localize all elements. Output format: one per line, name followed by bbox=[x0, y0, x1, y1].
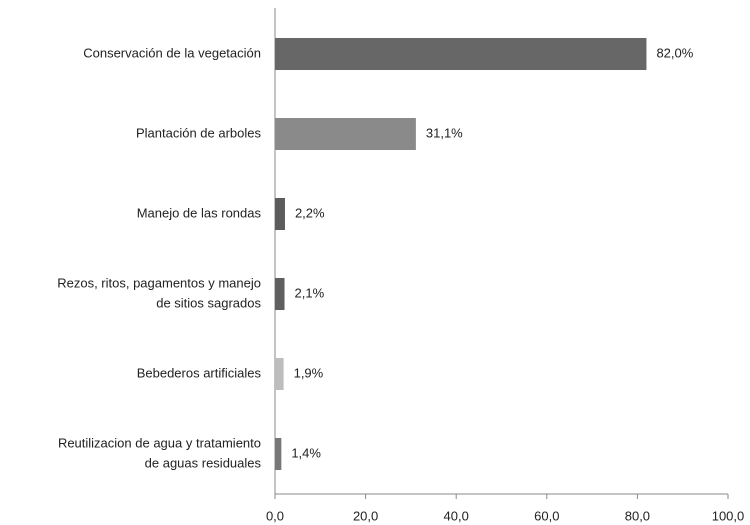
value-label: 82,0% bbox=[656, 45, 693, 60]
bar bbox=[275, 38, 647, 70]
value-label: 2,1% bbox=[295, 285, 325, 300]
x-tick-label: 40,0 bbox=[444, 508, 469, 523]
y-tick-label: Plantación de arboles bbox=[136, 125, 262, 140]
y-tick-label: de aguas residuales bbox=[145, 455, 262, 470]
x-tick-label: 80,0 bbox=[625, 508, 650, 523]
y-tick-label: Rezos, ritos, pagamentos y manejo bbox=[57, 275, 261, 290]
bar bbox=[275, 118, 416, 150]
value-label: 2,2% bbox=[295, 205, 325, 220]
y-tick-label: Conservación de la vegetación bbox=[83, 45, 261, 60]
y-tick-label: Bebederos artificiales bbox=[137, 365, 262, 380]
x-tick-label: 60,0 bbox=[534, 508, 559, 523]
value-label: 1,9% bbox=[294, 365, 324, 380]
y-tick-label: Reutilizacion de agua y tratamiento bbox=[58, 435, 261, 450]
bar bbox=[275, 438, 282, 470]
y-tick-label: de sitios sagrados bbox=[156, 295, 261, 310]
y-tick-label: Manejo de las rondas bbox=[137, 205, 262, 220]
x-tick-label: 100,0 bbox=[712, 508, 745, 523]
bar bbox=[275, 278, 285, 310]
x-tick-label: 0,0 bbox=[266, 508, 284, 523]
bar bbox=[275, 198, 285, 230]
bar bbox=[275, 358, 284, 390]
value-label: 31,1% bbox=[426, 125, 463, 140]
x-tick-label: 20,0 bbox=[353, 508, 378, 523]
value-label: 1,4% bbox=[291, 445, 321, 460]
